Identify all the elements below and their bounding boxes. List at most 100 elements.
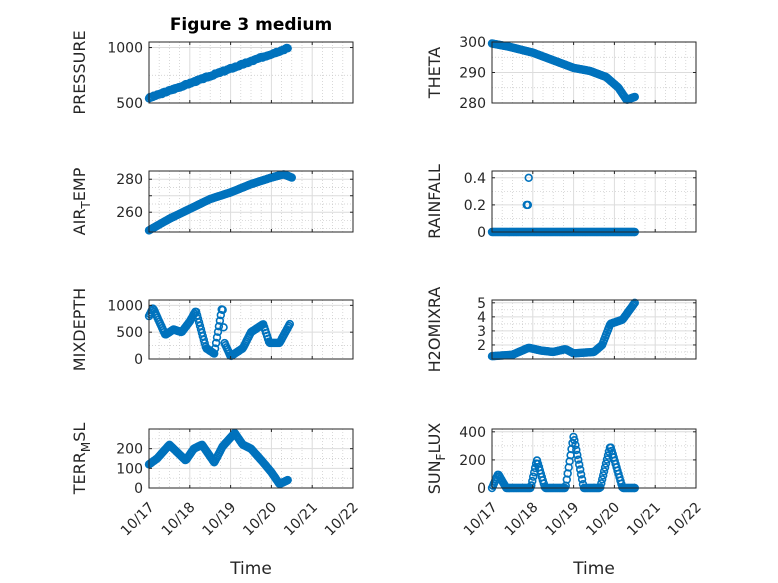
data-series: [144, 428, 292, 488]
x-tick-label: 10/22: [322, 499, 362, 539]
plot-area: [492, 429, 696, 488]
axes-frame: [491, 170, 697, 233]
data-point: [213, 327, 223, 336]
data-series: [487, 39, 639, 105]
y-tick-label: 500: [116, 325, 143, 341]
data-point: [215, 316, 225, 325]
subplot-pressure: 500 1000 PRESSURE: [70, 30, 354, 115]
data-point: [285, 319, 294, 329]
data-point: [216, 310, 226, 320]
data-point: [573, 450, 582, 460]
y-tick-label: 200: [116, 442, 143, 458]
y-tick-label: 4: [477, 310, 486, 326]
figure-title: Figure 3 medium: [170, 15, 332, 35]
x-tick-label: 10/20: [583, 499, 623, 539]
data-point: [528, 472, 538, 481]
y-axis-label: MIXDEPTH: [70, 288, 89, 371]
x-axis-label-left: Time: [229, 559, 272, 579]
data-point: [597, 479, 606, 488]
subplot-terr-msl: 10/17 10/18 10/19 10/20 10/21 10/22 0 100 200 TER…: [70, 423, 362, 540]
data-point: [218, 305, 227, 315]
data-point: [596, 483, 605, 492]
y-tick-label: 2: [477, 338, 486, 354]
x-tick-label: 10/22: [665, 499, 705, 539]
y-tick-label: 200: [459, 453, 486, 469]
data-point: [599, 467, 609, 476]
y-tick-label: 5: [477, 296, 486, 312]
data-point: [576, 470, 586, 479]
y-tick-label: 0: [134, 481, 143, 497]
y-axis-label: H2OMIXRA: [425, 287, 444, 373]
data-point: [574, 460, 584, 469]
x-tick-label: 10/18: [502, 499, 542, 539]
subplot-theta: 280 290 300 THETA: [425, 35, 697, 112]
axes-frame: [491, 428, 697, 489]
subplot-air-temp: 260 280 AIRTEMP: [70, 167, 354, 235]
y-tick-label: 0.4: [464, 171, 486, 187]
x-tick-label: 10/21: [281, 499, 321, 539]
subplot-rainfall: 0 0.2 0.4 RAINFALL: [425, 164, 697, 241]
data-point: [283, 475, 292, 485]
y-tick-label: 280: [459, 96, 486, 112]
axes-frame: [148, 428, 354, 489]
data-point: [571, 440, 580, 450]
y-tick-label: 500: [116, 96, 143, 112]
data-point: [598, 471, 608, 480]
y-tick-label: 0: [134, 352, 143, 368]
data-point: [287, 173, 296, 182]
data-point: [574, 455, 583, 464]
x-tick-label: 10/19: [200, 499, 240, 539]
data-point: [219, 323, 228, 332]
y-tick-label: 3: [477, 324, 486, 340]
data-point: [524, 173, 533, 183]
data-point: [528, 476, 537, 486]
y-tick-label: 300: [459, 35, 486, 51]
data-point: [283, 44, 292, 53]
axes-frame: [491, 299, 697, 360]
x-axis-label-right: Time: [572, 559, 615, 579]
subplot-mixdepth: 0 500 1000 MIXDEPTH: [70, 288, 354, 371]
data-point: [527, 481, 536, 490]
y-axis-label: TERRMSL: [70, 423, 93, 496]
axes-frame: [148, 41, 354, 104]
axes-frame: [148, 170, 354, 233]
y-axis-label: SUNFLUX: [425, 423, 448, 495]
data-point: [601, 459, 611, 468]
data-series: [144, 170, 296, 235]
x-tick-label: 10/20: [240, 499, 280, 539]
data-point: [630, 298, 639, 307]
data-point: [212, 333, 222, 342]
y-tick-label: 1000: [107, 298, 143, 314]
y-tick-label: 280: [116, 172, 143, 188]
data-point: [600, 463, 610, 472]
x-tick-label: 10/17: [461, 499, 501, 539]
y-tick-label: 400: [459, 425, 486, 441]
y-axis-label: PRESSURE: [70, 30, 89, 114]
y-tick-label: 260: [116, 205, 143, 221]
data-point: [572, 445, 581, 455]
data-point: [575, 465, 585, 474]
y-tick-label: 0: [477, 225, 486, 241]
data-point: [214, 322, 224, 331]
axes-frame: [148, 299, 354, 360]
y-axis-label: RAINFALL: [425, 164, 444, 239]
data-point: [570, 436, 579, 445]
y-tick-label: 100: [116, 461, 143, 477]
y-tick-label: 1000: [107, 41, 143, 57]
y-tick-label: 0: [477, 481, 486, 497]
data-point: [577, 475, 587, 484]
y-tick-label: 0.2: [464, 198, 486, 214]
data-point: [523, 200, 533, 210]
y-tick-label: 290: [459, 66, 486, 82]
data-point: [210, 349, 219, 358]
y-axis-label: THETA: [425, 47, 444, 99]
data-series: [144, 304, 294, 361]
x-tick-label: 10/18: [159, 499, 199, 539]
data-point: [630, 92, 639, 102]
x-tick-label: 10/19: [543, 499, 583, 539]
data-point: [597, 475, 607, 484]
y-axis-label: AIRTEMP: [70, 167, 93, 235]
